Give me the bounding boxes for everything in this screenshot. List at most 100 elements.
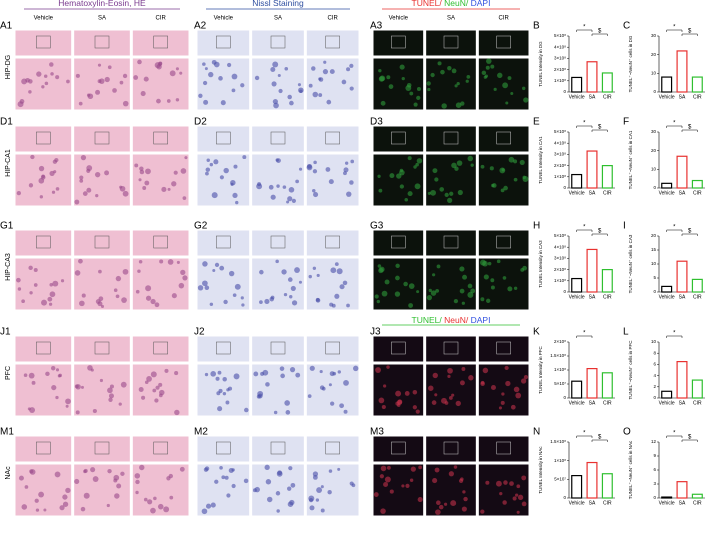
cell — [158, 61, 163, 66]
sig-bracket — [576, 229, 593, 232]
cell — [346, 303, 350, 308]
cell — [416, 158, 423, 164]
sig-bracket — [576, 335, 593, 338]
cell — [459, 288, 465, 294]
cell — [54, 471, 61, 478]
cell — [408, 283, 415, 289]
cell — [150, 507, 156, 514]
cell — [226, 388, 230, 392]
cell — [34, 498, 39, 503]
cell — [380, 508, 386, 514]
y-tick-label: 4 — [653, 373, 656, 378]
bar — [586, 248, 598, 293]
cell — [204, 466, 210, 471]
cell — [271, 81, 277, 87]
cell — [23, 373, 28, 377]
cell — [320, 508, 325, 513]
y-tick-label: 8 — [653, 350, 656, 355]
overview-image — [305, 29, 360, 57]
cell — [74, 384, 79, 389]
sig-bracket — [576, 435, 593, 438]
cell — [99, 378, 104, 383]
y-axis-label: TUNEL Intensity in NAc — [538, 446, 543, 494]
cell — [78, 258, 83, 264]
cell — [113, 288, 118, 293]
cell — [122, 73, 128, 79]
cell — [432, 478, 438, 484]
cell — [430, 290, 437, 296]
cell — [120, 471, 125, 476]
cell — [211, 59, 217, 65]
overview-image — [425, 29, 477, 57]
cell — [288, 466, 293, 471]
y-axis-label: TUNEL⁺~NeuN⁺ cells in CA3 — [628, 234, 633, 293]
cell — [395, 390, 402, 397]
cell — [318, 93, 323, 97]
cell — [278, 88, 283, 94]
zoom-box — [94, 341, 110, 355]
panel-label: J3 — [370, 327, 381, 338]
cell — [443, 502, 448, 506]
cell — [161, 186, 167, 193]
panel-label: A3 — [370, 21, 383, 32]
cell — [288, 187, 295, 193]
zoom-image — [305, 257, 360, 311]
overview-image — [425, 435, 477, 463]
cell — [253, 371, 259, 377]
cell — [173, 170, 178, 175]
cell — [343, 171, 347, 176]
cell — [179, 466, 185, 472]
cell — [343, 380, 349, 386]
cell — [45, 371, 50, 377]
cell — [226, 493, 231, 498]
y-tick-label: 10 — [651, 71, 657, 76]
zoom-image — [251, 363, 305, 417]
cell — [122, 100, 129, 107]
bar — [676, 481, 688, 499]
cell — [273, 102, 279, 109]
cell — [38, 165, 45, 172]
cell — [104, 170, 110, 176]
cell — [40, 175, 46, 180]
bar — [571, 475, 583, 499]
cell — [206, 158, 210, 162]
cell — [386, 465, 391, 470]
cell — [447, 197, 453, 203]
cell — [480, 297, 485, 302]
x-tick-label: SA — [679, 190, 686, 196]
cell — [232, 192, 238, 199]
sig-bracket — [591, 33, 608, 36]
cell — [349, 180, 354, 185]
y-tick-label: 12 — [651, 439, 657, 444]
y-axis-label: TUNEL⁺~NeuN⁺ cells in NAc — [628, 440, 633, 499]
cell — [178, 282, 185, 289]
cell — [109, 384, 114, 389]
panel-label: G1 — [0, 221, 14, 232]
cell — [155, 385, 160, 390]
cell — [389, 489, 394, 494]
cell — [107, 387, 113, 394]
zoom-box — [325, 341, 340, 355]
y-axis-label: TUNEL Intensity in PFC — [538, 345, 543, 393]
cell — [467, 291, 474, 298]
panel-label: A1 — [0, 21, 13, 32]
cell — [309, 365, 315, 371]
cell — [86, 187, 92, 193]
bar — [691, 493, 703, 499]
cell — [521, 475, 527, 481]
cell — [468, 375, 474, 381]
cell — [337, 467, 341, 471]
cell — [448, 396, 453, 400]
cell — [90, 368, 94, 372]
zoom-box — [496, 35, 511, 49]
cell — [243, 478, 249, 484]
cell — [259, 269, 264, 275]
cell — [437, 61, 442, 66]
cell — [17, 287, 22, 291]
overview-image — [73, 229, 131, 257]
cell — [449, 191, 454, 196]
cell — [508, 156, 515, 163]
cell — [379, 474, 384, 479]
bar — [691, 278, 703, 293]
